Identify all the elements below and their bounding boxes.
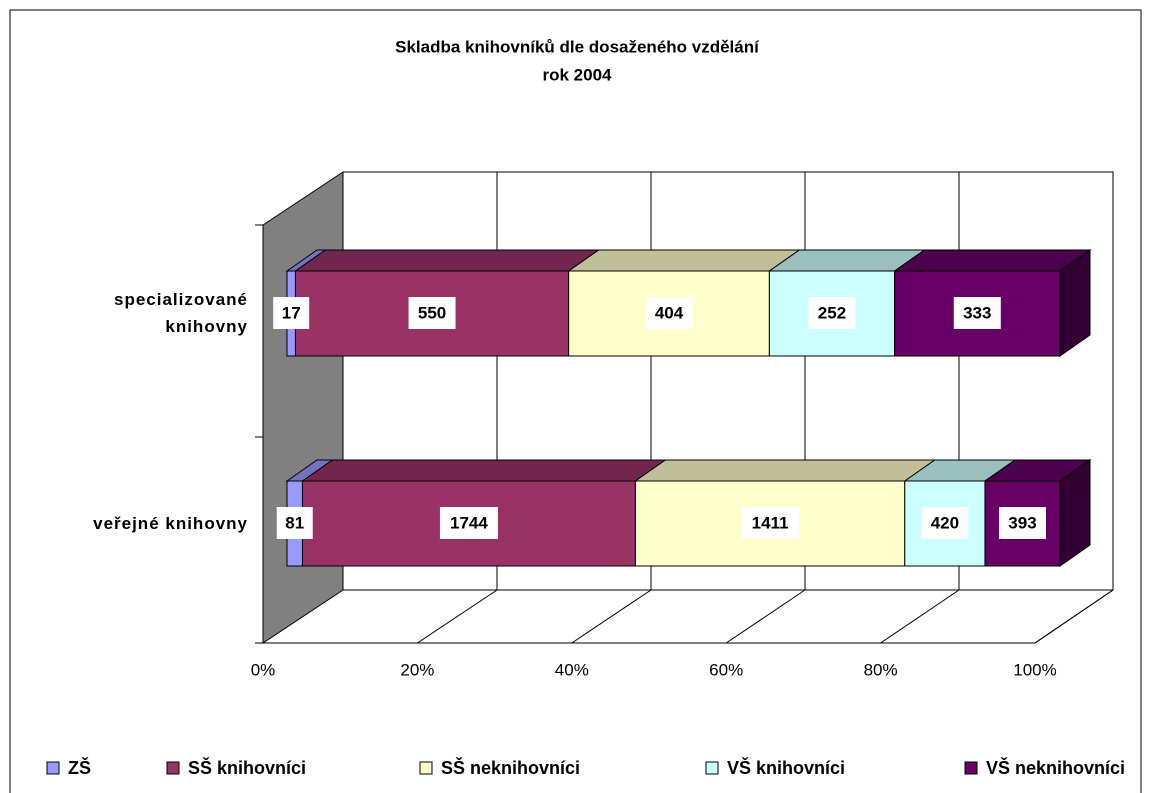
data-label-box (953, 297, 1001, 329)
bar-top (293, 249, 601, 272)
legend-swatch (166, 761, 180, 775)
bar-top (633, 459, 937, 482)
y-tick-label: specializované knihovny (113, 290, 248, 336)
x-tick-label: 60% (709, 660, 743, 679)
legend-swatch (419, 761, 433, 775)
legend-label: ZŠ (68, 757, 91, 778)
data-label-box (998, 507, 1046, 539)
legend-label: VŠ neknihovníci (986, 757, 1125, 778)
data-label-box (645, 297, 693, 329)
bar-top (300, 459, 667, 482)
data-label: 333 (963, 303, 991, 322)
grid-line (571, 589, 652, 644)
data-label: 17 (282, 303, 301, 322)
chart-border (9, 9, 1142, 793)
data-label: 252 (818, 303, 846, 322)
bar-top (567, 249, 801, 272)
chart-subtitle: rok 2004 (543, 65, 613, 84)
legend-swatch (46, 761, 60, 775)
y-tick-label: veřejné knihovny (93, 513, 248, 533)
data-label: 404 (655, 303, 684, 322)
data-label-box (439, 507, 498, 539)
data-label: 420 (931, 513, 959, 532)
data-label-box (408, 297, 456, 329)
bar-top (892, 249, 1092, 272)
plot-frame (263, 171, 1114, 644)
legend-swatch (705, 761, 719, 775)
data-label: 393 (1008, 513, 1036, 532)
grid-line (880, 589, 960, 644)
x-tick-label: 0% (251, 660, 276, 679)
side-wall (262, 171, 344, 644)
data-label-box (741, 507, 800, 539)
x-tick-label: 100% (1013, 660, 1056, 679)
data-label: 81 (285, 513, 304, 532)
grid-line (417, 589, 498, 644)
legend-label: SŠ knihovníci (188, 757, 306, 778)
legend-label: VŠ knihovníci (727, 757, 845, 778)
legend-swatch (964, 761, 978, 775)
data-label-box (808, 297, 856, 329)
x-tick-label: 80% (864, 660, 898, 679)
data-label: 550 (418, 303, 446, 322)
data-label-box (921, 507, 969, 539)
data-label: 1744 (450, 513, 488, 532)
chart-title: Skladba knihovníků dle dosaženého vzdělá… (395, 37, 760, 56)
grid-line (1034, 589, 1114, 644)
x-tick-label: 40% (555, 660, 589, 679)
data-label: 1411 (752, 513, 789, 532)
legend-label: SŠ neknihovníci (441, 757, 580, 778)
x-tick-label: 20% (400, 660, 434, 679)
grid-line (725, 589, 806, 644)
data-label-box (273, 297, 310, 329)
bar (634, 480, 906, 567)
data-label-box (276, 507, 313, 539)
